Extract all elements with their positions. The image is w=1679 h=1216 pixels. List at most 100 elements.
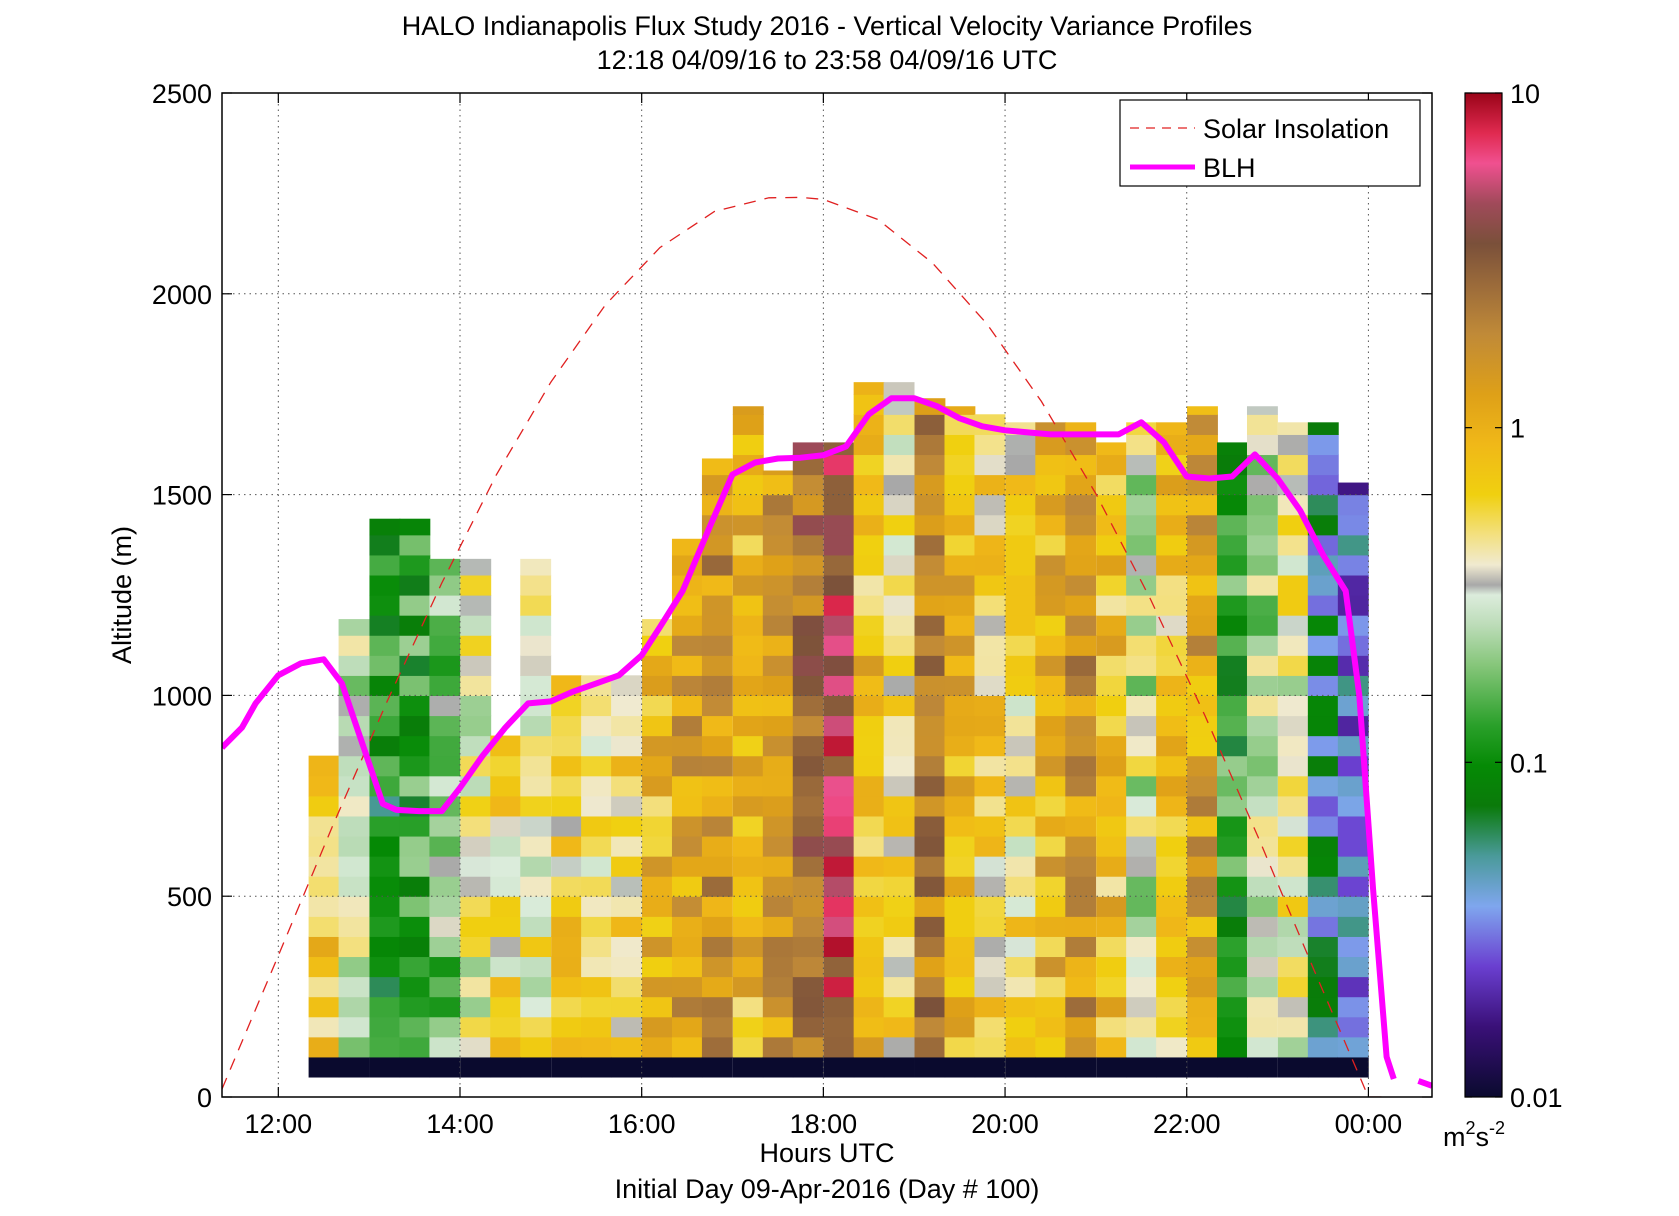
heatmap-cell — [944, 815, 976, 837]
heatmap-cell — [1187, 795, 1218, 817]
heatmap-cell — [460, 715, 492, 737]
heatmap-cell — [1217, 1036, 1248, 1058]
heatmap-cell — [823, 574, 855, 596]
heatmap-cell — [1065, 615, 1097, 636]
heatmap-cell — [853, 835, 885, 857]
heatmap-cell — [1096, 554, 1128, 576]
heatmap-cell — [1065, 876, 1097, 897]
heatmap-cell — [1277, 655, 1309, 676]
heatmap-cell — [520, 558, 552, 576]
heatmap-cell — [1187, 695, 1218, 717]
heatmap-cell — [429, 755, 461, 777]
heatmap-cell — [974, 835, 1006, 857]
heatmap-cell — [823, 916, 855, 937]
heatmap-cell — [369, 574, 401, 596]
heatmap-cell — [914, 755, 946, 777]
heatmap-cell — [520, 896, 552, 917]
heatmap-cell — [399, 534, 431, 556]
heatmap-cell — [308, 856, 340, 877]
heatmap-cell — [701, 675, 733, 696]
colorbar-tick-label: 0.01 — [1510, 1083, 1563, 1113]
heatmap-cell — [823, 1056, 855, 1078]
heatmap-cell — [338, 795, 370, 817]
heatmap-cell — [520, 835, 552, 857]
heatmap-cell — [1246, 635, 1278, 656]
heatmap-cell — [399, 755, 431, 777]
heatmap-cell — [1217, 574, 1248, 596]
heatmap-cell — [1246, 896, 1278, 917]
heatmap-cell — [369, 876, 401, 897]
heatmap-cell — [338, 856, 370, 877]
heatmap-cell — [551, 775, 583, 797]
heatmap-cell — [883, 434, 915, 456]
heatmap-cell — [611, 956, 642, 978]
heatmap-cell — [369, 655, 401, 676]
heatmap-cell — [551, 795, 583, 817]
heatmap-cell — [1217, 876, 1248, 897]
heatmap-cell — [944, 715, 976, 737]
heatmap-cell — [1005, 474, 1037, 496]
heatmap-cell — [490, 956, 522, 978]
heatmap-cell — [914, 896, 946, 917]
heatmap-cell — [1277, 1016, 1309, 1038]
heatmap-cell — [1005, 454, 1037, 476]
heatmap-cell — [762, 735, 794, 757]
heatmap-cell — [1187, 976, 1218, 998]
heatmap-cell — [944, 406, 976, 415]
heatmap-cell — [581, 956, 613, 978]
heatmap-cell — [974, 1056, 1006, 1078]
heatmap-cell — [883, 896, 915, 917]
heatmap-cell — [611, 1056, 642, 1078]
heatmap-cell — [671, 715, 703, 737]
heatmap-cell — [1035, 675, 1067, 696]
heatmap-cell — [1337, 876, 1369, 897]
heatmap-cell — [308, 976, 340, 998]
heatmap-cell — [1126, 534, 1158, 556]
heatmap-cell — [1246, 406, 1278, 415]
heatmap-cell — [823, 695, 855, 717]
heatmap-cell — [399, 554, 431, 576]
heatmap-cell — [1307, 574, 1339, 596]
colorbar-ticks: 0.01 0.1 1 10 — [1465, 79, 1563, 1113]
heatmap-cell — [1126, 856, 1158, 877]
heatmap-cell — [460, 856, 492, 877]
heatmap-cell — [974, 554, 1006, 576]
heatmap-cell — [1035, 876, 1067, 897]
heatmap-cell — [1217, 755, 1248, 777]
heatmap-cell — [1065, 755, 1097, 777]
heatmap-cell — [1217, 514, 1248, 536]
colorbar-tick-label: 0.1 — [1510, 748, 1548, 778]
heatmap-cell — [490, 856, 522, 877]
heatmap-cell — [1035, 434, 1067, 456]
heatmap-cell — [429, 675, 461, 696]
heatmap-cell — [732, 916, 764, 937]
heatmap-cell — [1156, 715, 1188, 737]
heatmap-cell — [1035, 615, 1067, 636]
heatmap-cell — [429, 835, 461, 857]
heatmap-cell — [611, 675, 642, 696]
heatmap-cell — [944, 474, 976, 496]
heatmap-cell — [1096, 574, 1128, 596]
plot-frame — [221, 92, 1433, 1098]
heatmap-cell — [671, 1036, 703, 1058]
heatmap-cell — [581, 856, 613, 877]
heatmap-cell — [671, 635, 703, 656]
heatmap-cell — [974, 916, 1006, 937]
heatmap-cell — [1065, 996, 1097, 1018]
heatmap-cell — [701, 956, 733, 978]
heatmap-cell — [1005, 655, 1037, 676]
heatmap-cell — [1217, 936, 1248, 958]
heatmap-cell — [520, 956, 552, 978]
heatmap-cell — [1337, 494, 1369, 516]
heatmap-cell — [611, 936, 642, 958]
heatmap-cell — [823, 655, 855, 676]
heatmap-cell — [1156, 956, 1188, 978]
heatmap-cell — [1187, 1056, 1218, 1078]
heatmap-cell — [399, 675, 431, 696]
heatmap-cell — [1307, 896, 1339, 917]
heatmap-cell — [974, 976, 1006, 998]
heatmap-cell — [1277, 775, 1309, 797]
heatmap-cell — [1246, 695, 1278, 717]
heatmap-cell — [792, 715, 824, 737]
heatmap-cell — [883, 916, 915, 937]
